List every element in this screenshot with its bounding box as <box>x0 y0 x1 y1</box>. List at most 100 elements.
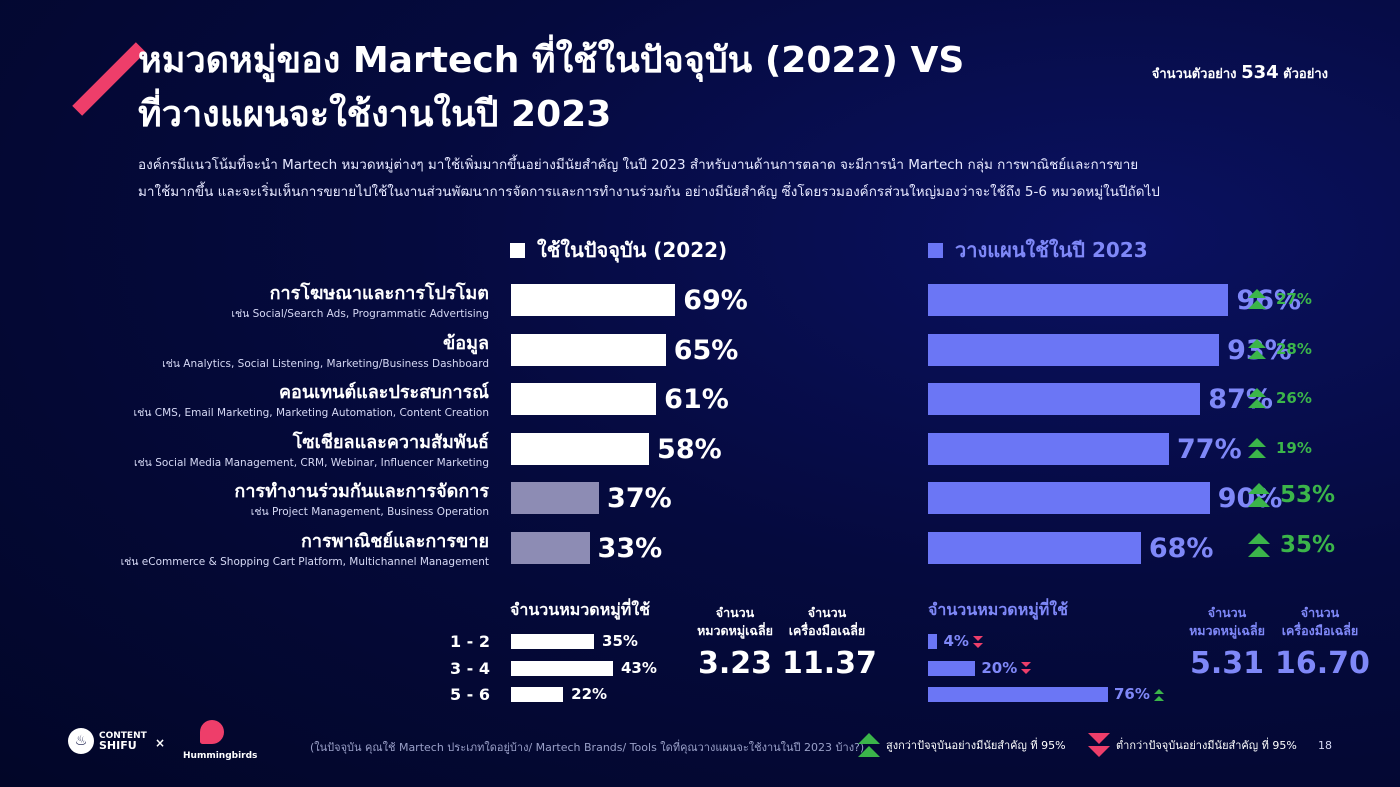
up-arrow-icon <box>1248 349 1266 359</box>
stat-now-avg-categories-value: 3.23 <box>697 646 773 681</box>
hummingbirds-wordmark: Hummingbirds <box>183 751 258 761</box>
bar-2022 <box>511 383 657 416</box>
up-arrow-icon <box>1248 300 1266 309</box>
stat-now-avg-categories-label: จำนวน หมวดหมู่เฉลี่ย <box>690 604 780 640</box>
description-line-2: มาใช้มากขึ้น และจะเริ่มเห็นการขยายไปใช้ใ… <box>138 184 1160 200</box>
description-line-1: องค์กรมีแนวโน้มที่จะนำ Martech หมวดหมู่ต… <box>138 157 1139 173</box>
bar-2022 <box>511 333 666 366</box>
stat-label-line: จำนวน <box>1207 605 1247 620</box>
stat-plan-avg-categories-value: 5.31 <box>1189 646 1265 681</box>
count-bar-2023 <box>928 634 938 649</box>
value-label-2022: 61% <box>664 384 729 416</box>
down-arrows-icon <box>1021 661 1032 675</box>
accent-slash <box>72 42 146 116</box>
category-label: การทำงานร่วมกันและการจัดการ <box>234 481 489 503</box>
page-title: หมวดหมู่ของ Martech ที่ใช้ในปัจจุบัน (20… <box>138 34 1038 142</box>
count-value-2022: 22% <box>571 685 608 703</box>
value-label-2022: 69% <box>683 285 748 316</box>
category-examples: เช่น CMS, Email Marketing, Marketing Aut… <box>133 407 489 420</box>
collab-times: × <box>155 736 166 750</box>
count-value-2023: 76% <box>1114 687 1164 702</box>
down-arrows-icon <box>1088 732 1110 758</box>
stat-label-line: จำนวน <box>1300 605 1340 620</box>
brand1-line1: CONTENT <box>99 731 147 741</box>
up-arrows-icon <box>1153 688 1164 702</box>
series-name-2022: ใช้ในปัจจุบัน (2022) <box>537 238 728 262</box>
category-label: โซเชียลและความสัมพันธ์ <box>292 431 489 453</box>
description: องค์กรมีแนวโน้มที่จะนำ Martech หมวดหมู่ต… <box>138 152 1198 206</box>
sample-count: 534 <box>1241 62 1279 83</box>
legend-significant-down: ต่ำกว่าปัจจุบันอย่างมีนัยสำคัญ ที่ 95% <box>1088 732 1297 758</box>
category-examples: เช่น Project Management, Business Operat… <box>250 506 489 519</box>
series-name-2023: วางแผนใช้ในปี 2023 <box>955 238 1148 262</box>
sample-suffix: ตัวอย่าง <box>1283 67 1328 82</box>
up-arrows-icon <box>858 732 880 758</box>
stat-label-line: เครื่องมือเฉลี่ย <box>788 623 866 638</box>
up-arrow-icon <box>1153 695 1164 701</box>
up-arrows-icon <box>1248 532 1270 558</box>
up-arrow-icon <box>1248 338 1266 348</box>
stat-now-avg-tools-label: จำนวน เครื่องมือเฉลี่ย <box>782 604 872 640</box>
legend-swatch-2023 <box>928 242 943 258</box>
hummingbirds-icon <box>200 720 224 744</box>
bar-2023 <box>928 432 1169 465</box>
count-bar-2022 <box>511 634 595 649</box>
bar-2022 <box>511 284 676 316</box>
increase-label: 35% <box>1280 532 1336 558</box>
increase-indicator: 35% <box>1248 532 1335 558</box>
up-arrow-icon <box>1248 546 1270 557</box>
stat-now-avg-tools-value: 11.37 <box>782 646 877 681</box>
content-shifu-wordmark: CONTENT SHIFU <box>99 731 147 751</box>
stat-label-line: จำนวน <box>715 605 755 620</box>
down-arrow-icon <box>1021 662 1032 667</box>
title-line-1: หมวดหมู่ของ Martech ที่ใช้ในปัจจุบัน (20… <box>138 40 965 81</box>
increase-indicator: 53% <box>1248 482 1335 508</box>
up-arrow-icon <box>1248 399 1266 409</box>
category-examples: เช่น Social/Search Ads, Programmatic Adv… <box>231 308 489 320</box>
bar-2022 <box>511 532 590 564</box>
count-chart-title-2022: จำนวนหมวดหมู่ที่ใช้ <box>510 600 650 619</box>
up-arrow-icon <box>1153 688 1164 694</box>
legend-significant-up: สูงกว่าปัจจุบันอย่างมีนัยสำคัญ ที่ 95% <box>858 732 1066 758</box>
category-examples: เช่น Analytics, Social Listening, Market… <box>162 357 489 370</box>
category-examples: เช่น Social Media Management, CRM, Webin… <box>133 456 489 469</box>
stat-label-line: หมวดหมู่เฉลี่ย <box>697 623 773 638</box>
bar-2023 <box>928 532 1141 564</box>
stat-label-line: หมวดหมู่เฉลี่ย <box>1189 623 1265 638</box>
up-arrow-icon <box>1248 437 1266 447</box>
brand1-line2: SHIFU <box>99 739 137 752</box>
down-arrows-icon <box>972 635 983 649</box>
legend-swatch-2022 <box>510 242 525 258</box>
count-range-label: 3 - 4 <box>449 658 490 678</box>
up-arrows-icon <box>1248 437 1266 459</box>
up-arrow-icon <box>1248 533 1270 544</box>
up-arrow-icon <box>1248 483 1270 495</box>
up-arrow-icon <box>1248 289 1266 298</box>
value-label-2023: 68% <box>1148 533 1214 564</box>
value-label-2022: 58% <box>657 433 722 465</box>
category-label: การโฆษณาและการโปรโมต <box>269 283 489 304</box>
count-bar-2023 <box>928 687 1108 702</box>
increase-indicator: 26% <box>1248 387 1312 409</box>
value-label-2023: 77% <box>1177 433 1242 465</box>
title-line-2: ที่วางแผนจะใช้งานในปี 2023 <box>138 94 612 135</box>
sample-size: จำนวนตัวอย่าง 534 ตัวอย่าง <box>1152 62 1328 84</box>
count-value-text: 4% <box>943 632 969 650</box>
stat-plan-avg-tools-value: 16.70 <box>1275 646 1370 681</box>
count-range-label: 1 - 2 <box>449 632 490 651</box>
count-value-2023: 4% <box>943 632 983 650</box>
bar-2023 <box>928 383 1201 416</box>
value-label-2023: 96% <box>1236 285 1302 316</box>
bar-2023 <box>928 482 1210 515</box>
sample-prefix: จำนวนตัวอย่าง <box>1151 67 1237 82</box>
increase-label: 26% <box>1276 389 1312 408</box>
content-shifu-logo: ♨ CONTENT SHIFU <box>68 728 147 754</box>
category-examples: เช่น eCommerce & Shopping Cart Platform,… <box>120 556 489 568</box>
down-arrow-icon <box>972 635 983 641</box>
down-arrow-icon <box>972 642 983 648</box>
bar-2022 <box>511 432 650 465</box>
count-bar-2023 <box>928 660 976 676</box>
up-arrow-icon <box>1248 496 1270 508</box>
increase-indicator: 19% <box>1248 437 1312 459</box>
increase-indicator: 27% <box>1248 288 1312 310</box>
